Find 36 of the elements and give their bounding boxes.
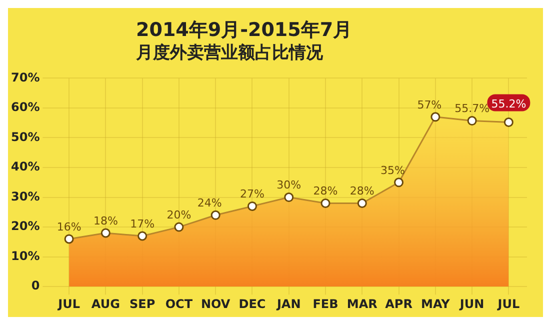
data-label: 20% — [166, 208, 192, 222]
data-label: 30% — [276, 178, 302, 192]
y-tick-label: 30% — [10, 189, 40, 204]
x-tick-label: APR — [385, 296, 412, 311]
data-label: 24% — [197, 196, 222, 210]
y-tick-label: 40% — [10, 160, 40, 174]
x-tick-label: JAN — [276, 296, 301, 311]
data-label: 57% — [417, 98, 442, 112]
x-tick-label: JUL — [57, 296, 80, 311]
chart-title: 2014年9月-2015年7月 — [136, 18, 354, 42]
x-tick-label: FEB — [312, 296, 338, 311]
data-label: 55.2% — [491, 98, 526, 111]
x-tick-label: OCT — [165, 296, 194, 311]
x-tick-label: NOV — [200, 296, 231, 311]
chart-subtitle: 月度外卖营业额占比情况 — [136, 42, 324, 64]
x-tick-label: MAY — [421, 296, 450, 311]
x-tick-label: MAR — [346, 296, 378, 311]
x-tick-label: SEP — [129, 296, 156, 311]
data-label: 28% — [313, 184, 338, 198]
data-label: 18% — [93, 214, 118, 228]
y-tick-label: 60% — [10, 100, 40, 114]
data-label: 28% — [350, 184, 374, 198]
y-tick-label: 10% — [10, 248, 40, 263]
data-label: 27% — [240, 188, 264, 201]
data-label: 55.7% — [454, 102, 490, 116]
data-label: 16% — [56, 220, 82, 234]
data-label: 35% — [380, 164, 405, 177]
y-tick-label: 50% — [10, 130, 40, 144]
x-tick-label: DEC — [238, 296, 266, 311]
x-tick-label: JUL — [496, 296, 520, 311]
y-tick-label: 70% — [10, 70, 40, 84]
x-tick-label: JUN — [458, 296, 484, 311]
data-label: 17% — [130, 217, 155, 230]
y-tick-label: 20% — [10, 219, 40, 234]
y-tick-label: 0 — [31, 278, 40, 293]
x-tick-label: AUG — [91, 296, 120, 311]
